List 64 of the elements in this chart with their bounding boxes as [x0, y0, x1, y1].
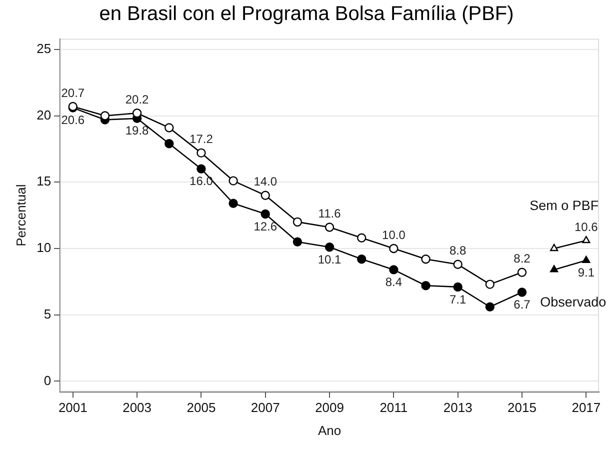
point	[453, 260, 462, 269]
series-label: Sem o PBF	[530, 198, 599, 214]
x-tick-label: 2015	[508, 400, 536, 416]
chart-title: en Brasil con el Programa Bolsa Família (PBF)	[98, 2, 515, 27]
y-tick-label: 5	[44, 306, 52, 322]
point	[100, 111, 110, 120]
data-label: 14.0	[254, 174, 278, 189]
point	[517, 268, 527, 277]
data-label: 10.0	[382, 228, 406, 242]
series-label: Observado	[540, 294, 606, 310]
point	[485, 302, 495, 312]
data-label: 12.6	[254, 219, 278, 234]
data-label: 19.8	[125, 124, 150, 138]
data-label: 11.6	[318, 206, 342, 221]
point	[196, 148, 206, 158]
point	[132, 108, 142, 118]
x-tick-label: 2013	[443, 400, 472, 416]
point	[421, 254, 430, 264]
data-label: 20.2	[125, 92, 150, 106]
point	[292, 217, 302, 227]
point	[324, 242, 334, 252]
data-label: 10.1	[318, 252, 342, 266]
data-label: 6.7	[514, 298, 531, 312]
point	[357, 233, 366, 242]
point	[260, 209, 270, 219]
data-label: 7.1	[450, 292, 467, 306]
point	[324, 222, 334, 232]
data-label: 20.6	[61, 113, 85, 128]
point	[485, 280, 495, 289]
data-label: 8.4	[385, 275, 402, 290]
point	[164, 139, 174, 148]
point	[228, 176, 238, 186]
point	[389, 244, 398, 254]
point	[421, 281, 430, 290]
point	[228, 198, 238, 208]
y-tick-label: 0	[44, 372, 52, 388]
y-tick-label: 25	[36, 40, 52, 56]
y-tick-label: 15	[36, 174, 52, 189]
point	[260, 190, 270, 200]
data-label: 10.6	[574, 220, 598, 234]
point	[453, 282, 462, 292]
point	[517, 288, 527, 297]
y-tick-label: 10	[36, 240, 52, 256]
point	[292, 237, 302, 246]
x-tick-label: 2005	[186, 400, 216, 416]
x-tick-label: 2009	[315, 400, 344, 416]
data-label: 20.7	[61, 86, 85, 100]
x-tick-label: 2017	[572, 400, 601, 416]
data-label: 9.1	[578, 266, 595, 280]
point	[357, 254, 366, 264]
y-tick-label: 20	[36, 107, 52, 122]
x-tick-label: 2007	[250, 400, 280, 416]
point	[389, 265, 398, 274]
data-label: 8.8	[450, 244, 467, 258]
data-label: 17.2	[190, 132, 214, 146]
data-label: 8.2	[514, 252, 531, 266]
data-label: 16.0	[190, 174, 214, 188]
point	[164, 123, 174, 132]
x-tick-label: 2011	[380, 400, 408, 416]
x-tick-label: 2001	[58, 400, 88, 416]
y-axis-title: Percentual	[13, 184, 28, 246]
x-tick-label: 2003	[122, 400, 152, 416]
point	[196, 164, 206, 174]
x-axis-title: Ano	[318, 422, 342, 438]
